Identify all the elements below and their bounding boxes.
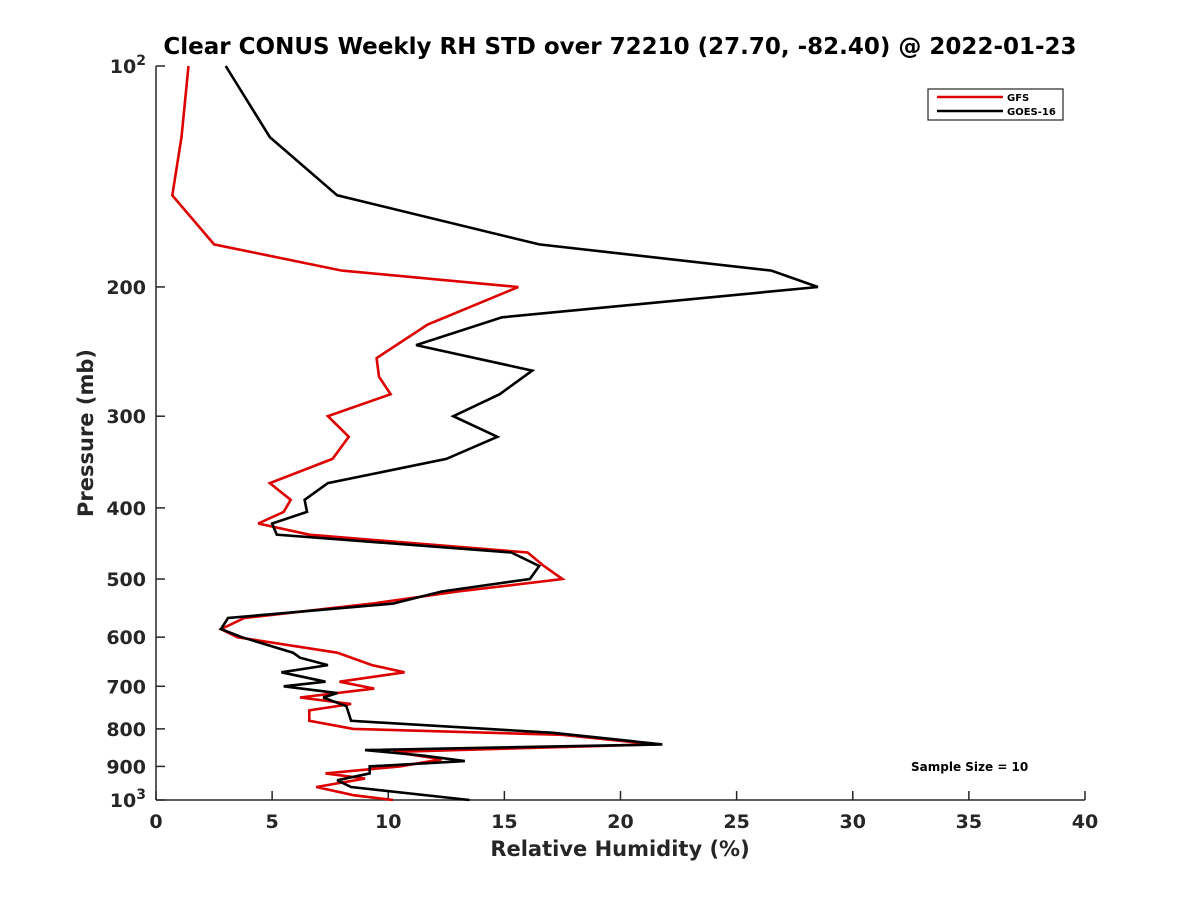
- x-tick-label: 40: [1072, 811, 1098, 833]
- y-tick-label: 600: [106, 627, 146, 649]
- legend-box: [927, 88, 1064, 121]
- x-tick-label: 35: [956, 811, 982, 833]
- y-tick-label: 102: [110, 53, 146, 78]
- x-axis-label: Relative Humidity (%): [490, 837, 749, 861]
- chart-title: Clear CONUS Weekly RH STD over 72210 (27…: [163, 34, 1076, 60]
- legend-label-gfs: GFS: [1007, 93, 1029, 104]
- legend: GFS GOES-16: [927, 88, 1064, 121]
- legend-label-goes16: GOES-16: [1007, 107, 1056, 118]
- y-tick-label: 103: [110, 787, 146, 812]
- y-tick-label: 900: [106, 756, 146, 778]
- x-tick-label: 30: [840, 811, 866, 833]
- y-tick-label: 300: [106, 406, 146, 428]
- series-line-goes16: [219, 65, 819, 802]
- y-tick-label: 200: [106, 277, 146, 299]
- x-tick-label: 5: [266, 811, 279, 833]
- y-axis-label: Pressure (mb): [74, 349, 98, 517]
- x-tick-label: 10: [375, 811, 401, 833]
- y-tick-label: 400: [106, 498, 146, 520]
- x-ticks: 0 5 10 15 20 25 30 35 40: [149, 791, 1098, 833]
- plot-frame: [156, 66, 1085, 800]
- x-tick-label: 20: [607, 811, 633, 833]
- plot-area: 0 5 10 15 20 25 30 35 40 102 200 300 400 500 600 700 80…: [106, 53, 1098, 833]
- x-tick-label: 15: [491, 811, 517, 833]
- y-tick-label: 700: [106, 676, 146, 698]
- y-tick-label: 500: [106, 569, 146, 591]
- series-lines: [170, 65, 819, 802]
- sample-size-annotation: Sample Size = 10: [911, 760, 1028, 774]
- x-tick-label: 25: [723, 811, 749, 833]
- y-ticks: 102 200 300 400 500 600 700 800 900 103: [106, 53, 165, 812]
- x-tick-label: 0: [149, 811, 162, 833]
- y-tick-label: 800: [106, 719, 146, 741]
